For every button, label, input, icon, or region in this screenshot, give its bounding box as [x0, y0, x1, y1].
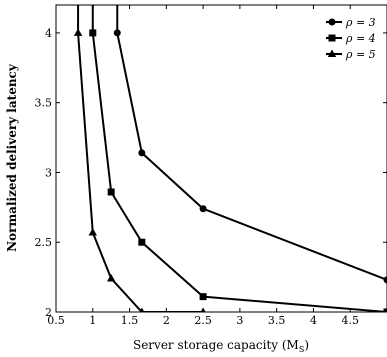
data-point [107, 188, 115, 196]
plot-layer [73, 5, 387, 312]
data-point [73, 28, 83, 36]
x-tick-label: 0.5 [47, 314, 65, 327]
data-point [113, 29, 121, 37]
x-tick-label: 4.5 [341, 314, 359, 327]
y-axis-title: Normalized delivery latency [5, 63, 19, 252]
y-tick-label: 4 [45, 27, 52, 40]
x-ticks: 0.5 1 1.5 2 2.5 3 3.5 4 4.5 [47, 5, 359, 327]
y-tick-label: 2 [45, 306, 52, 319]
y-tick-label: 3 [45, 166, 52, 179]
legend-label: ρ = 5 [345, 48, 376, 61]
plot-frame [55, 4, 387, 313]
series-triangle [73, 5, 206, 312]
y-tick-label: 2.5 [35, 236, 53, 249]
x-tick-label: 1 [89, 314, 96, 327]
y-tick-label: 3.5 [35, 97, 53, 110]
x-tick-label: 3 [236, 314, 243, 327]
data-point [138, 238, 146, 246]
data-point [88, 227, 97, 236]
y-ticks: 2 2.5 3 3.5 4 [35, 27, 387, 319]
x-tick-label: 2.5 [194, 314, 212, 327]
series-square [89, 5, 387, 312]
legend-marker [328, 34, 336, 42]
x-axis-title: Server storage capacity (MS) [133, 338, 309, 354]
x-tick-label: 3.5 [268, 314, 286, 327]
x-tick-label: 4 [310, 314, 317, 327]
data-point [383, 308, 387, 312]
data-point [139, 307, 145, 312]
series-line [77, 5, 204, 312]
data-point [138, 149, 146, 157]
series-line [116, 5, 387, 281]
legend: ρ = 3 ρ = 4 ρ = 5 [326, 16, 376, 61]
data-point [89, 29, 97, 37]
series-circle [113, 5, 387, 284]
x-tick-label: 1.5 [121, 314, 139, 327]
x-tick-label: 2 [163, 314, 170, 327]
series-line [91, 5, 387, 312]
data-point [199, 205, 207, 213]
legend-label: ρ = 4 [345, 32, 376, 45]
data-point [383, 276, 387, 284]
legend-marker [327, 49, 337, 57]
data-point [199, 293, 207, 301]
legend-label: ρ = 3 [345, 16, 376, 29]
data-point [106, 274, 116, 282]
legend-marker [328, 18, 336, 26]
